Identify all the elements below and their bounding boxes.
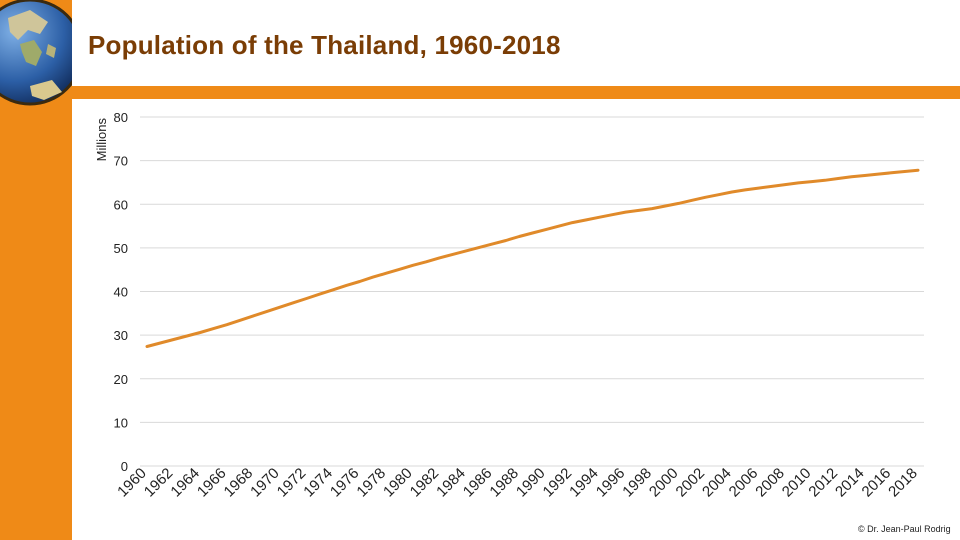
y-axis-label: Millions [94, 118, 109, 162]
y-tick-label: 60 [114, 197, 128, 212]
y-tick-label: 20 [114, 372, 128, 387]
x-tick-label: 2002 [673, 465, 709, 501]
x-tick-label: 1970 [247, 465, 283, 501]
x-tick-label: 1978 [353, 465, 389, 501]
x-tick-label: 1968 [221, 465, 257, 501]
x-tick-label: 1986 [460, 465, 496, 501]
x-tick-label: 1960 [114, 465, 150, 501]
x-tick-label: 1964 [167, 465, 203, 501]
copyright-credit: © Dr. Jean-Paul Rodrig [858, 524, 951, 534]
y-tick-label: 70 [114, 154, 128, 169]
x-tick-label: 2016 [859, 465, 895, 501]
x-tick-label: 2006 [726, 465, 762, 501]
x-tick-label: 1982 [407, 465, 443, 501]
x-tick-label: 1992 [540, 465, 576, 501]
series-lines [145, 168, 920, 348]
x-tick-label: 1998 [619, 465, 655, 501]
x-tick-label: 1984 [433, 465, 469, 501]
page-title: Population of the Thailand, 1960-2018 [88, 30, 561, 60]
y-tick-label: 10 [114, 415, 128, 430]
title-underline-bar [72, 86, 960, 99]
x-tick-label: 1988 [486, 465, 522, 501]
x-tick-label: 2018 [885, 465, 921, 501]
x-tick-label: 2014 [832, 465, 868, 501]
x-tick-label: 2000 [646, 465, 682, 501]
x-tick-label: 1976 [327, 465, 363, 501]
gridlines [140, 116, 924, 467]
x-tick-label: 2008 [752, 465, 788, 501]
x-tick-label: 2010 [779, 465, 815, 501]
x-tick-label: 1994 [566, 465, 602, 501]
x-tick-label: 1996 [593, 465, 629, 501]
x-tick-label: 1980 [380, 465, 416, 501]
x-tick-label: 1966 [194, 465, 230, 501]
x-tick-label: 1974 [300, 465, 336, 501]
y-tick-label: 0 [121, 459, 128, 474]
x-axis-tick-labels: 1960196219641966196819701972197419761978… [114, 465, 921, 501]
y-tick-label: 40 [114, 285, 128, 300]
y-tick-label: 30 [114, 328, 128, 343]
population-series-line [145, 168, 920, 348]
y-tick-label: 50 [114, 241, 128, 256]
x-tick-label: 1990 [513, 465, 549, 501]
x-tick-label: 2012 [805, 465, 841, 501]
x-tick-label: 1972 [274, 465, 310, 501]
y-tick-label: 80 [114, 110, 128, 125]
x-tick-label: 2004 [699, 465, 735, 501]
y-axis-tick-labels: 0 10 20 30 40 50 60 70 80 [114, 110, 128, 474]
globe-icon [0, 0, 72, 112]
x-tick-label: 1962 [141, 465, 177, 501]
